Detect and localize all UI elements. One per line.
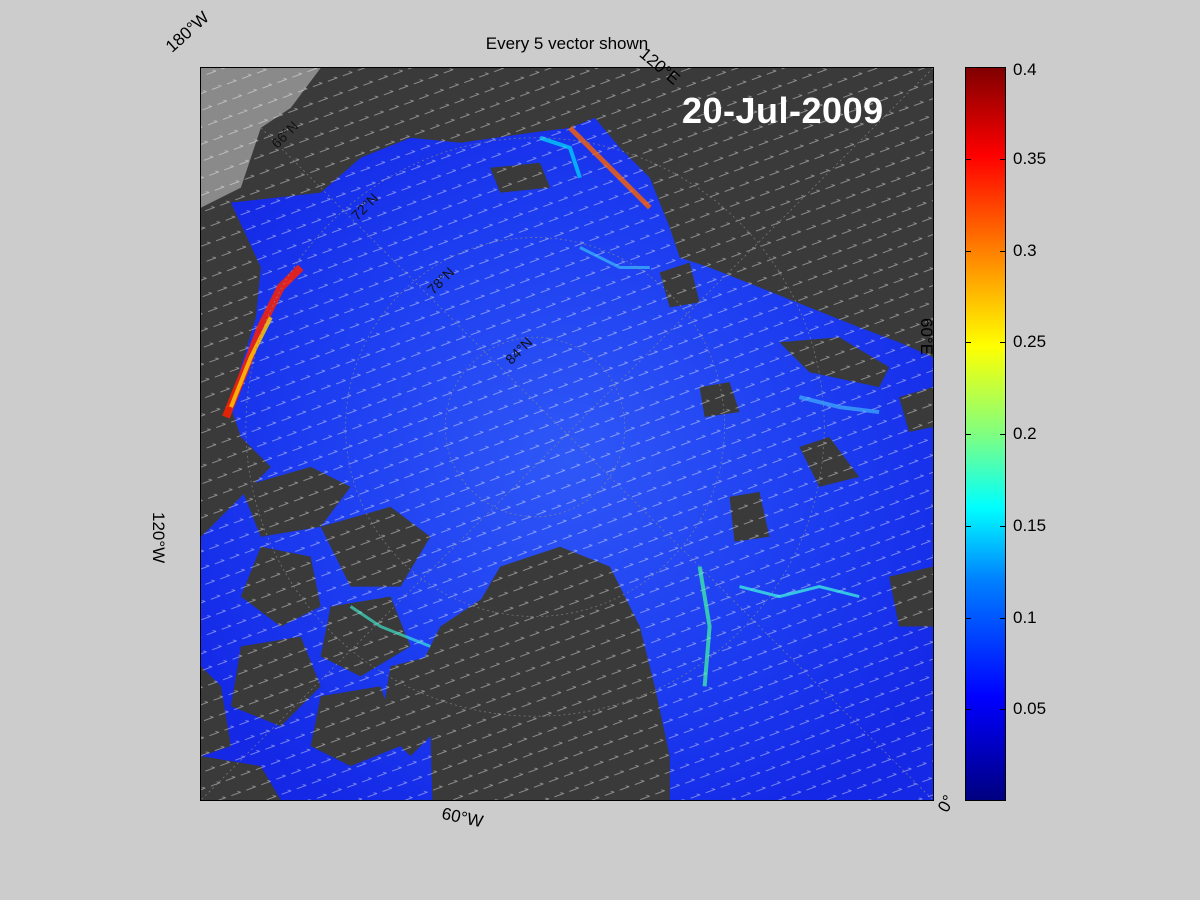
colorbar-tick-mark: [1000, 250, 1005, 252]
plot-title: Every 5 vector shown: [485, 34, 649, 53]
colorbar-tick-mark: [966, 525, 971, 527]
colorbar-tick-mark: [1000, 617, 1005, 619]
colorbar-tick-label: 0.2: [1013, 424, 1037, 443]
colorbar-tick-label: 0.3: [1013, 240, 1037, 260]
date-label: 20-Jul-2009: [682, 90, 884, 131]
colorbar-tick-mark: [966, 250, 971, 252]
colorbar-tick-label: 0.4: [1013, 60, 1037, 79]
colorbar-tick-mark: [966, 709, 971, 711]
colorbar-tick-mark: [1000, 709, 1005, 711]
colorbar-tick-mark: [1000, 525, 1005, 527]
graticule: [201, 68, 933, 800]
colorbar-tick-label: 0.35: [1013, 148, 1047, 168]
colorbar-tick-mark: [966, 158, 971, 160]
map-panel: [200, 67, 934, 801]
colorbar-tick-label: 0.05: [1013, 699, 1047, 719]
colorbar-tick-mark: [1000, 342, 1005, 344]
colorbar-tick-mark: [966, 434, 971, 435]
colorbar-tick-mark: [966, 342, 971, 344]
colorbar: [965, 67, 1006, 801]
colorbar-tick-label: 0.25: [1013, 332, 1047, 352]
longitude-label-120w: 120°W: [149, 512, 168, 564]
ice-velocity-map: [201, 68, 933, 800]
colorbar-tick-label: 0.15: [1013, 515, 1047, 535]
longitude-label-60w: 60°W: [440, 804, 485, 832]
colorbar-tick-mark: [966, 617, 971, 619]
colorbar-tick-mark: [966, 67, 971, 68]
colorbar-tick-mark: [1000, 67, 1005, 68]
longitude-label-60e: 60°E: [917, 318, 936, 356]
colorbar-tick-mark: [1000, 158, 1005, 160]
high-velocity-streaks: [222, 126, 880, 687]
longitude-label-0: 0°: [934, 791, 959, 816]
colorbar-tick-label: 0.1: [1013, 607, 1037, 627]
colorbar-tick-mark: [1000, 434, 1005, 435]
